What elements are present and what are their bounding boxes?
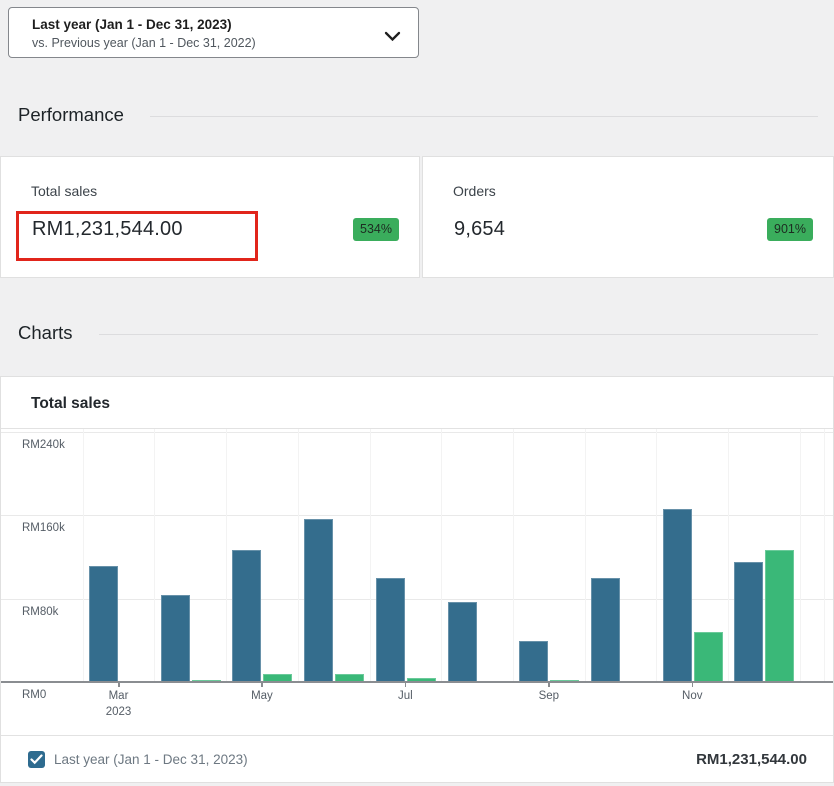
charts-section-header: Charts <box>18 322 818 344</box>
x-gridline <box>154 429 155 682</box>
bar-last-year <box>376 578 405 682</box>
summary-card-total-sales[interactable]: Total sales RM1,231,544.00 534% <box>0 156 420 278</box>
delta-badge: 534% <box>353 218 399 241</box>
y-gridline <box>1 515 833 516</box>
y-axis-label: RM240k <box>22 439 65 451</box>
summary-card-orders[interactable]: Orders 9,654 901% <box>422 156 834 278</box>
legend-total-value: RM1,231,544.00 <box>696 751 807 768</box>
bar-last-year <box>161 595 190 682</box>
bar-last-year <box>304 519 333 682</box>
x-gridline <box>370 429 371 682</box>
bar-last-year <box>448 602 477 682</box>
performance-heading: Performance <box>18 104 124 126</box>
x-axis-label: May <box>230 688 294 704</box>
x-gridline <box>298 429 299 682</box>
x-gridline <box>226 429 227 682</box>
bar-last-year <box>663 509 692 682</box>
summary-value: 9,654 <box>454 218 505 241</box>
bar-last-year <box>89 566 118 682</box>
x-axis-label: Nov <box>660 688 724 704</box>
bar-previous-year <box>694 632 723 682</box>
heading-divider <box>99 334 819 335</box>
chart-legend-row: Last year (Jan 1 - Dec 31, 2023) RM1,231… <box>1 735 833 783</box>
heading-divider <box>150 116 818 117</box>
x-axis-label: Jul <box>373 688 437 704</box>
x-gridline <box>83 429 84 682</box>
y-gridline <box>1 599 833 600</box>
chart-header: Total sales <box>1 377 833 429</box>
total-sales-chart-card: Total sales RM0RM80kRM160kRM240k Mar2023… <box>0 376 834 783</box>
bar-last-year <box>232 550 261 682</box>
x-axis-label: Sep <box>517 688 581 704</box>
y-gridline <box>1 432 833 433</box>
x-gridline <box>728 429 729 682</box>
charts-heading: Charts <box>18 322 73 344</box>
delta-badge: 901% <box>767 218 813 241</box>
bar-previous-year <box>765 550 794 682</box>
summary-value: RM1,231,544.00 <box>32 218 183 241</box>
bar-last-year <box>734 562 763 682</box>
legend-checkbox[interactable] <box>28 751 45 768</box>
chart-x-axis-labels: Mar2023 May Jul Sep Nov <box>1 684 833 735</box>
bar-last-year <box>591 578 620 682</box>
chevron-down-icon <box>384 29 401 47</box>
x-gridline <box>656 429 657 682</box>
x-gridline <box>585 429 586 682</box>
bar-last-year <box>519 641 548 682</box>
x-gridline <box>441 429 442 682</box>
date-range-comparison: vs. Previous year (Jan 1 - Dec 31, 2022) <box>32 35 374 51</box>
x-gridline <box>800 429 801 682</box>
legend-label[interactable]: Last year (Jan 1 - Dec 31, 2023) <box>54 752 248 767</box>
performance-section-header: Performance <box>18 104 818 126</box>
summary-label: Total sales <box>31 183 97 199</box>
y-axis-label: RM160k <box>22 522 65 534</box>
x-axis-line <box>1 681 833 683</box>
x-axis-label: Mar2023 <box>87 688 151 720</box>
date-range-dropdown[interactable]: Last year (Jan 1 - Dec 31, 2023) vs. Pre… <box>8 7 419 58</box>
x-gridline <box>513 429 514 682</box>
summary-label: Orders <box>453 183 496 199</box>
chart-plot: RM0RM80kRM160kRM240k <box>1 429 833 684</box>
date-range-current: Last year (Jan 1 - Dec 31, 2023) <box>32 15 374 35</box>
x-gridline <box>824 429 825 682</box>
y-axis-label: RM80k <box>22 606 58 618</box>
chart-title: Total sales <box>31 395 110 413</box>
